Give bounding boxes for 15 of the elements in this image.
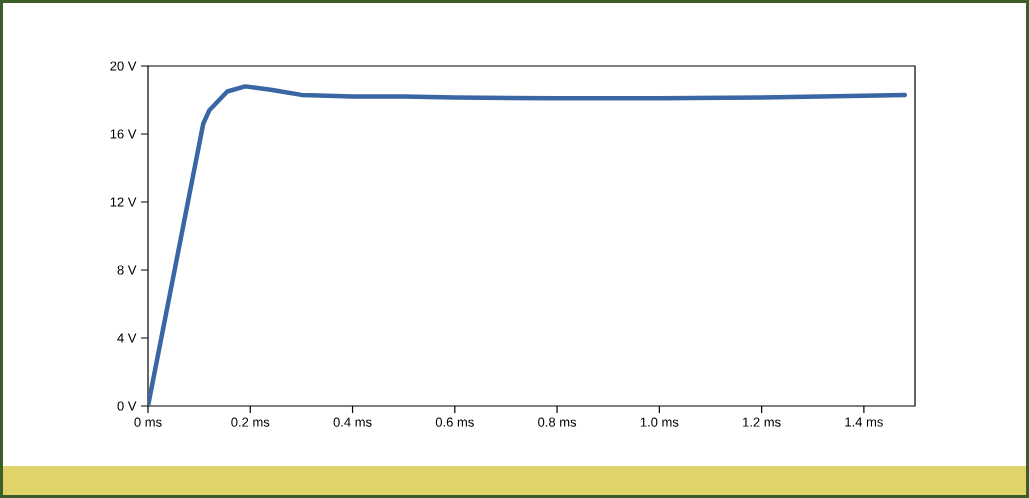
x-tick-label: 1.0 ms	[640, 417, 679, 427]
x-tick-label: 1.2 ms	[743, 417, 781, 427]
y-tick-label: 20 V	[110, 61, 137, 71]
x-tick-label: 1.4 ms	[845, 417, 883, 427]
x-tick-label: 0.2 ms	[231, 417, 270, 427]
x-tick-label: 0 ms	[134, 417, 162, 427]
y-tick-label: 4 V	[117, 333, 137, 343]
x-tick-label: 0.4 ms	[333, 417, 372, 427]
x-tick-label: 0.8 ms	[538, 417, 577, 427]
y-tick-label: 0 V	[117, 401, 137, 411]
line-series	[148, 84, 908, 406]
x-tick-label: 0.6 ms	[435, 417, 474, 427]
y-tick-label: 16 V	[110, 129, 137, 139]
y-tick-label: 8 V	[117, 265, 137, 275]
y-tick-label: 12 V	[110, 197, 137, 207]
